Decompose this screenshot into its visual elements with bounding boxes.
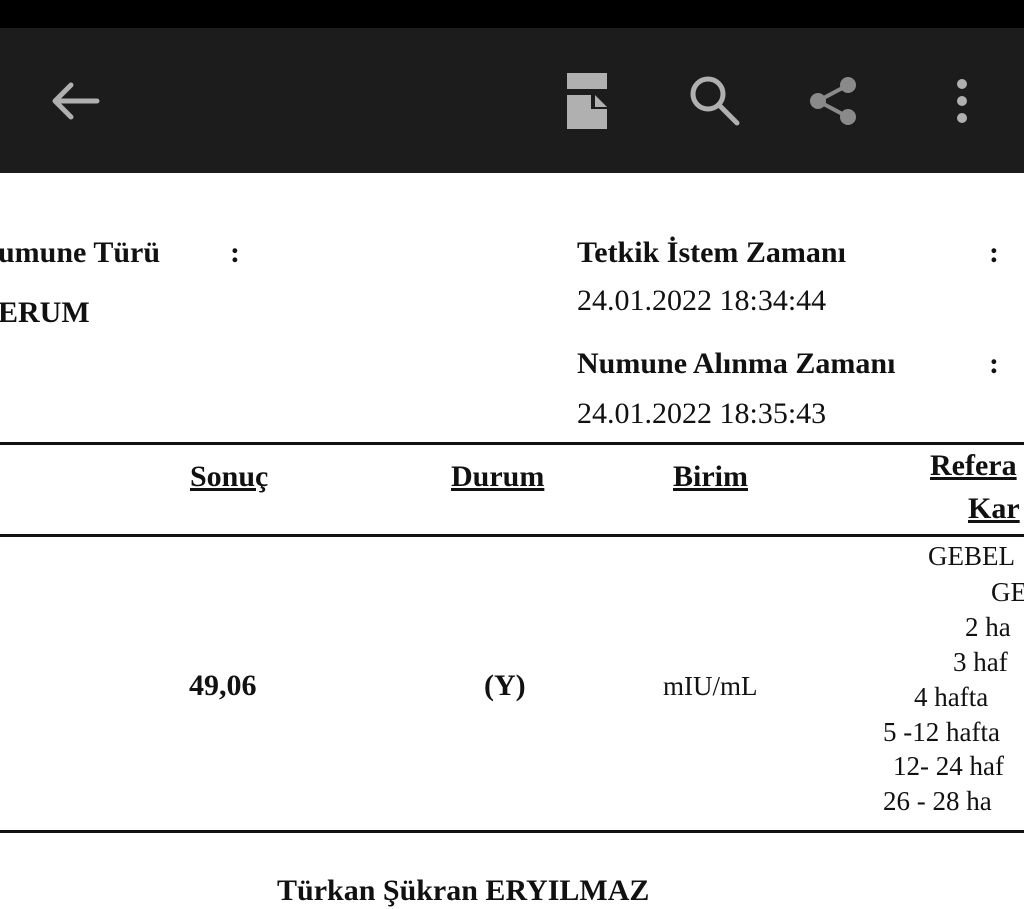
numune-turu-value: ERUM bbox=[0, 296, 90, 329]
signer-name: Türkan Şükran ERYILMAZ bbox=[277, 874, 650, 907]
header-durum: Durum bbox=[451, 460, 545, 493]
reference-line: 12- 24 haf bbox=[893, 751, 1004, 781]
istem-zamani-value: 24.01.2022 18:34:44 bbox=[577, 284, 827, 317]
header-referans-2: Kar bbox=[968, 492, 1020, 525]
alinma-zamani-label: Numune Alınma Zamanı bbox=[577, 347, 896, 380]
reference-line: 4 hafta bbox=[914, 682, 989, 712]
more-vert-icon[interactable] bbox=[945, 28, 979, 173]
colon: : bbox=[230, 236, 240, 269]
share-icon[interactable] bbox=[805, 28, 863, 173]
unit-value: mIU/mL bbox=[663, 671, 758, 701]
arrow-back-icon[interactable] bbox=[40, 28, 110, 173]
numune-turu-label: umune Türü bbox=[0, 236, 161, 269]
divider bbox=[0, 534, 1024, 537]
reference-line: 5 -12 hafta bbox=[883, 717, 1000, 747]
header-referans: Refera bbox=[930, 449, 1017, 482]
search-icon[interactable] bbox=[685, 28, 745, 173]
document-icon[interactable] bbox=[560, 28, 616, 173]
app-toolbar bbox=[0, 28, 1024, 173]
header-birim: Birim bbox=[673, 460, 748, 493]
status-value: (Y) bbox=[484, 669, 526, 702]
alinma-zamani-value: 24.01.2022 18:35:43 bbox=[577, 397, 827, 430]
reference-line: GEBEL bbox=[928, 541, 1015, 571]
reference-line: 2 ha bbox=[965, 612, 1011, 642]
reference-line: GE bbox=[991, 577, 1024, 607]
header-sonuc: Sonuç bbox=[190, 460, 269, 493]
reference-line: 26 - 28 ha bbox=[883, 786, 992, 816]
status-bar bbox=[0, 0, 1024, 28]
colon: : bbox=[989, 347, 999, 380]
divider bbox=[0, 442, 1024, 445]
divider bbox=[0, 830, 1024, 833]
result-value: 49,06 bbox=[189, 669, 257, 702]
colon: : bbox=[989, 236, 999, 269]
reference-line: 3 haf bbox=[953, 647, 1008, 677]
istem-zamani-label: Tetkik İstem Zamanı bbox=[577, 236, 846, 269]
